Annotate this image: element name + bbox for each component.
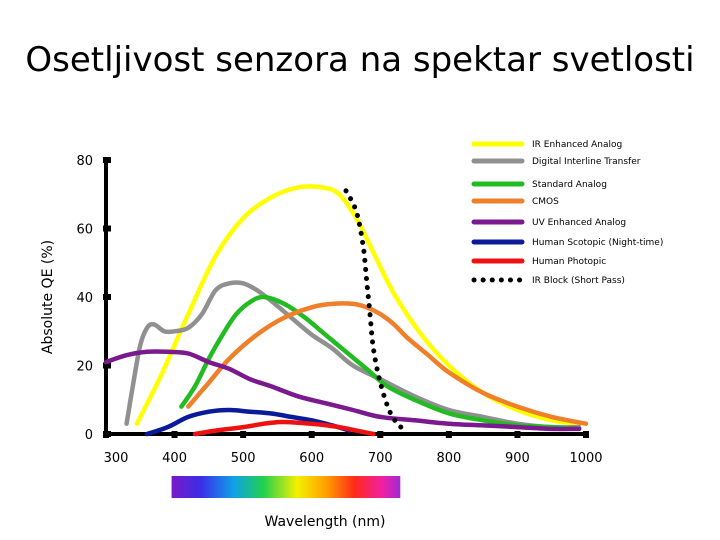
y-tick-label: 80 [76,154,93,169]
legend: IR Enhanced Analog Digital Interline Tran… [471,140,663,286]
series-line-digital-interline-transfer [124,280,582,430]
x-tick-label: 500 [231,451,256,466]
legend-label: Human Scotopic (Night-time) [532,238,663,248]
x-tick-label: 600 [299,451,324,466]
y-tick-mark [103,157,111,163]
chart-title: Osetljivost senzora na spektar svetlosti [25,40,695,80]
y-tick-mark [103,362,111,369]
legend-label: Digital Interline Transfer [532,157,641,167]
x-tick-mark [583,431,589,438]
legend-label: IR Block (Short Pass) [532,276,625,286]
y-tick-mark [103,225,111,232]
y-tick-mark [103,294,111,300]
y-tick-label: 40 [76,291,93,306]
series-lines [103,184,589,437]
legend-label: Standard Analog [532,180,607,190]
x-tick-label: 1000 [569,451,602,466]
series-line-ir-block-short-pass [343,188,404,430]
x-axis-label: Wavelength (nm) [265,514,386,530]
x-tick-label: 700 [368,451,393,466]
series-line-cmos [186,301,589,426]
x-ticks: 300 400 500 600 700 800 900 1000 [103,431,603,466]
x-tick-label: 900 [505,451,530,466]
x-tick-mark [171,431,178,438]
x-tick-mark [445,431,452,438]
series-line-uv-enhanced-analog [103,349,582,432]
x-tick-label: 400 [162,451,187,466]
y-tick-label: 20 [76,360,93,375]
x-tick-mark [308,431,315,438]
x-tick-mark [514,431,521,438]
x-tick-mark [103,431,109,438]
legend-label: UV Enhanced Analog [532,218,626,228]
legend-label: CMOS [532,197,559,207]
visible-spectrum-bar [171,476,401,498]
x-tick-mark [377,431,384,438]
x-tick-label: 800 [436,451,461,466]
y-tick-label: 0 [85,428,93,443]
legend-label: Human Photopic [532,257,606,267]
y-axis-label: Absolute QE (%) [40,240,56,354]
legend-label: IR Enhanced Analog [532,140,622,150]
y-tick-label: 60 [76,223,93,238]
x-tick-mark [240,431,247,438]
series-line-human-photopic [192,419,376,437]
series-line-human-scotopic-night-time [144,407,352,437]
x-tick-label: 300 [104,451,129,466]
series-line-standard-analog [179,294,582,432]
